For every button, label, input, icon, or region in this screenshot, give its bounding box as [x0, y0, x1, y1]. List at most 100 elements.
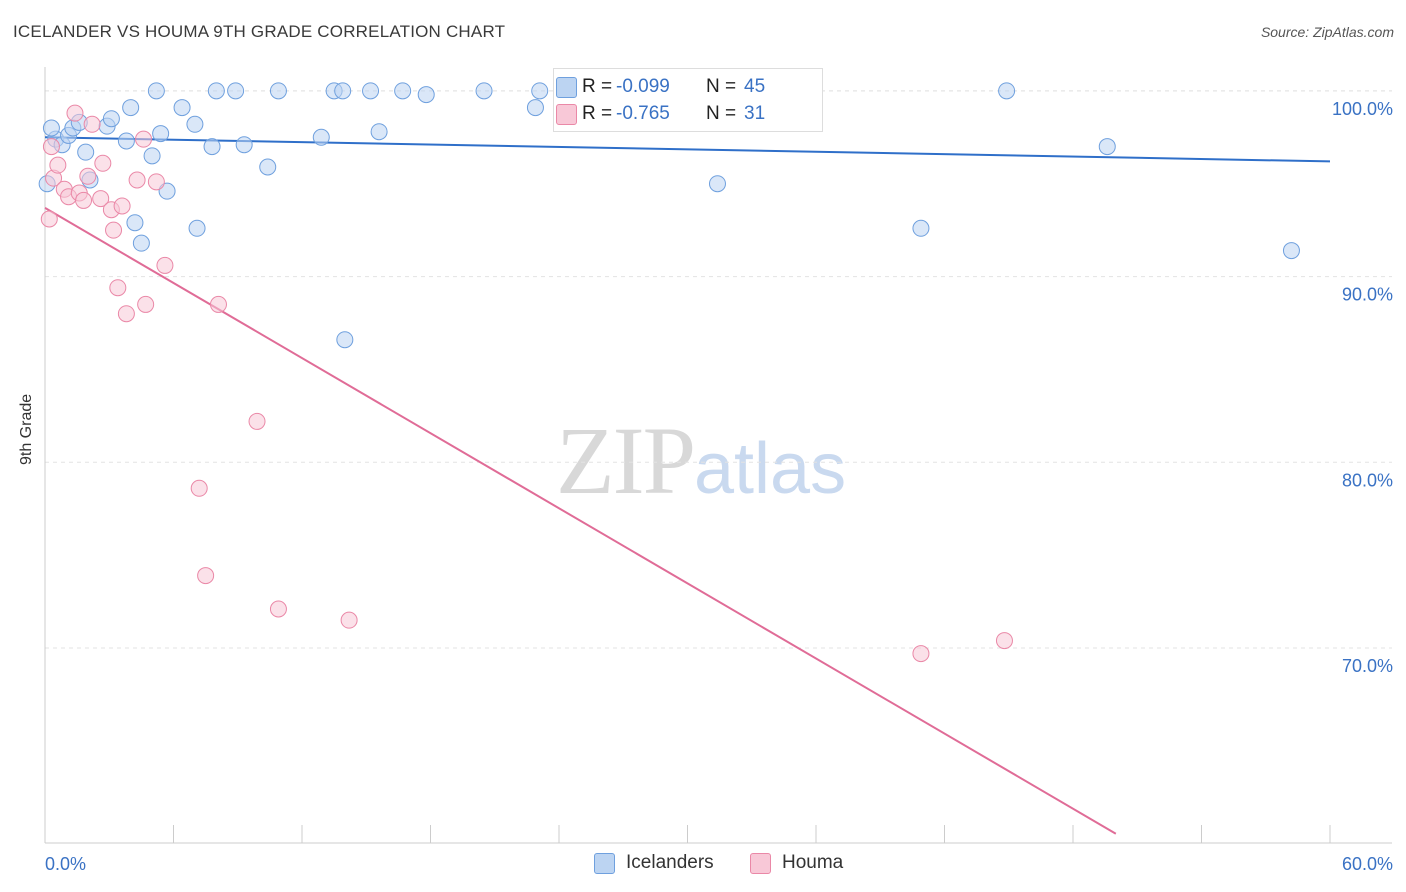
x-tick-label: 0.0%	[45, 854, 86, 874]
tick-labels: 70.0% 80.0% 90.0% 100.0% 0.0% 60.0%	[45, 99, 1393, 874]
data-point	[269, 600, 287, 618]
legend-row-houma: R = -0.765 N = 31	[556, 101, 766, 127]
series-houma	[40, 104, 1013, 663]
data-point	[158, 182, 176, 200]
data-point	[66, 104, 84, 122]
legend-label-icelanders: Icelanders	[626, 852, 714, 873]
data-point	[209, 295, 227, 313]
data-point	[531, 82, 549, 100]
data-point	[912, 219, 930, 237]
data-point	[708, 175, 726, 193]
data-point	[126, 214, 144, 232]
data-point	[147, 82, 165, 100]
data-point	[135, 130, 153, 148]
legend-swatch-houma	[750, 852, 771, 874]
data-point	[173, 99, 191, 117]
data-point	[1282, 242, 1300, 260]
data-point	[336, 331, 354, 349]
data-point	[147, 173, 165, 191]
series-legend: Icelanders Houma	[0, 852, 1406, 878]
legend-item-houma[interactable]: Houma	[750, 852, 843, 874]
data-point	[340, 611, 358, 629]
data-point	[40, 210, 58, 228]
data-point	[143, 147, 161, 165]
data-point	[128, 171, 146, 189]
data-point	[132, 234, 150, 252]
trend-line-houma	[44, 206, 1117, 835]
watermark-zip: ZIP	[556, 407, 696, 514]
legend-swatch-icelanders	[556, 77, 577, 98]
legend-n-label: N =	[706, 103, 737, 124]
data-point	[137, 295, 155, 313]
data-point	[235, 136, 253, 154]
y-tick-label: 90.0%	[1342, 285, 1393, 305]
data-point	[92, 190, 110, 208]
legend-label-houma: Houma	[782, 852, 844, 873]
data-point	[42, 138, 60, 156]
data-point	[83, 115, 101, 133]
data-point	[1098, 138, 1116, 156]
legend-item-icelanders[interactable]: Icelanders	[594, 852, 714, 874]
legend-n-value: 45	[744, 76, 766, 97]
gridlines	[45, 90, 1392, 649]
watermark-atlas: atlas	[694, 429, 847, 509]
data-point	[526, 99, 544, 117]
data-point	[227, 82, 245, 100]
data-points	[38, 82, 1300, 663]
y-tick-label: 70.0%	[1342, 656, 1393, 676]
legend-row-icelanders: R = -0.099 N = 45	[556, 74, 766, 100]
legend-n-label: N =	[706, 76, 737, 97]
data-point	[248, 412, 266, 430]
data-point	[912, 645, 930, 663]
stats-legend: R = -0.099 N = 45 R = -0.765 N = 31	[553, 68, 823, 132]
source-label: Source: ZipAtlas.com	[1260, 24, 1394, 40]
legend-n-value: 31	[744, 103, 766, 124]
data-point	[49, 156, 67, 174]
data-point	[94, 154, 112, 172]
data-point	[417, 86, 435, 104]
legend-swatch-houma	[556, 104, 577, 125]
data-point	[334, 82, 352, 100]
legend-r-label: R =	[582, 103, 613, 124]
data-point	[42, 119, 60, 137]
data-point	[190, 479, 208, 497]
data-point	[203, 138, 221, 156]
data-point	[117, 305, 135, 323]
legend-r-label: R =	[582, 76, 613, 97]
data-point	[259, 158, 277, 176]
data-point	[77, 143, 95, 161]
data-point	[998, 82, 1016, 100]
legend-r-value: -0.765	[616, 103, 670, 124]
axes	[44, 67, 1392, 844]
data-point	[207, 82, 225, 100]
data-point	[312, 128, 330, 146]
data-point	[269, 82, 287, 100]
trend-line-icelanders	[44, 136, 1331, 163]
data-point	[394, 82, 412, 100]
legend-swatch-icelanders	[594, 852, 615, 874]
data-point	[362, 82, 380, 100]
data-point	[370, 123, 388, 141]
data-point	[109, 279, 127, 297]
chart-title: ICELANDER VS HOUMA 9TH GRADE CORRELATION…	[13, 22, 506, 41]
data-point	[475, 82, 493, 100]
data-point	[197, 567, 215, 585]
data-point	[188, 219, 206, 237]
legend-r-value: -0.099	[616, 76, 670, 97]
data-point	[113, 197, 131, 215]
data-point	[152, 125, 170, 143]
data-point	[105, 221, 123, 239]
data-point	[79, 167, 97, 185]
data-point	[122, 99, 140, 117]
x-tick-label: 60.0%	[1342, 854, 1393, 874]
data-point	[995, 632, 1013, 650]
trend-lines	[44, 136, 1331, 835]
y-tick-label: 80.0%	[1342, 470, 1393, 490]
data-point	[102, 110, 120, 128]
y-axis-label: 9th Grade	[18, 393, 35, 465]
watermark: ZIPatlas	[556, 405, 846, 516]
data-point	[75, 191, 93, 209]
y-tick-label: 100.0%	[1332, 99, 1393, 119]
data-point	[117, 132, 135, 150]
